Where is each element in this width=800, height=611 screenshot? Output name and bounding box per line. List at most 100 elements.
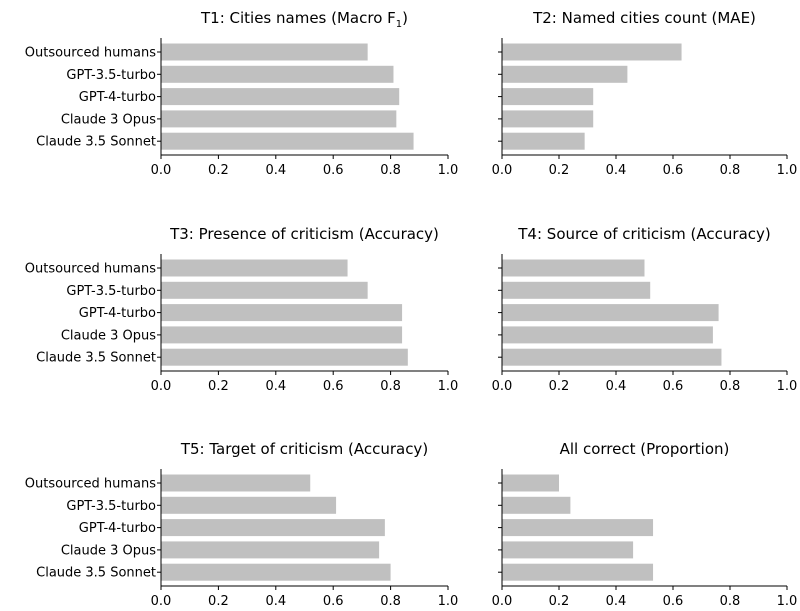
- chart-title-text: All correct (Proportion): [560, 440, 730, 458]
- x-tick-label: 0.4: [606, 379, 627, 394]
- x-tick-label: 0.6: [323, 594, 344, 609]
- x-tick-label: 0.2: [549, 163, 570, 178]
- x-tick-label: 0.4: [265, 379, 286, 394]
- bar-gpt-3-5-turbo: [502, 65, 628, 83]
- bar-claude-3-5-sonnet: [502, 563, 654, 581]
- chart-title: T1: Cities names (Macro F1): [200, 9, 408, 30]
- chart-title: All correct (Proportion): [560, 440, 730, 458]
- category-label: Outsourced humans: [25, 262, 156, 277]
- x-tick-label: 1.0: [438, 594, 459, 609]
- chart-title-text: T5: Target of criticism (Accuracy): [180, 440, 428, 458]
- x-tick-label: 0.2: [549, 379, 570, 394]
- category-label: Claude 3 Opus: [61, 543, 156, 558]
- bar-outsourced-humans: [161, 43, 368, 61]
- bar-claude-3-5-sonnet: [161, 563, 391, 581]
- category-label: Claude 3 Opus: [61, 328, 156, 343]
- chart-title-subscript: 1: [396, 19, 402, 30]
- category-label: Claude 3.5 Sonnet: [36, 566, 156, 581]
- chart-panel-5: T5: Target of criticism (Accuracy) Outsou…: [25, 440, 459, 609]
- x-tick-label: 0.6: [323, 379, 344, 394]
- category-label: GPT-3.5-turbo: [66, 68, 156, 83]
- chart-panel-4: T4: Source of criticism (Accuracy) 0.0 0.2…: [492, 225, 798, 394]
- x-tick-label: 0.4: [606, 163, 627, 178]
- x-tick-label: 0.8: [720, 163, 741, 178]
- x-tick-label: 0.4: [606, 594, 627, 609]
- bar-gpt-4-turbo: [502, 519, 654, 537]
- chart-panel-3: T3: Presence of criticism (Accuracy) Outs…: [25, 225, 459, 394]
- x-tick-label: 0.0: [492, 594, 513, 609]
- x-tick-label: 0.6: [663, 163, 684, 178]
- bar-gpt-3-5-turbo: [502, 496, 571, 514]
- x-tick-label: 0.0: [492, 379, 513, 394]
- x-tick-label: 0.6: [663, 594, 684, 609]
- x-tick-label: 0.0: [151, 594, 172, 609]
- x-tick-label: 0.8: [720, 379, 741, 394]
- bar-claude-3-opus: [502, 326, 713, 344]
- category-label: Claude 3 Opus: [61, 112, 156, 127]
- bar-outsourced-humans: [502, 259, 645, 277]
- x-tick-label: 1.0: [438, 379, 459, 394]
- x-tick-label: 0.0: [151, 379, 172, 394]
- bar-outsourced-humans: [161, 474, 311, 492]
- chart-title-text: T4: Source of criticism (Accuracy): [517, 225, 770, 243]
- bar-outsourced-humans: [161, 259, 348, 277]
- chart-panel-1: T1: Cities names (Macro F1) Outsourced hu…: [25, 9, 459, 178]
- x-tick-label: 0.6: [663, 379, 684, 394]
- bar-claude-3-5-sonnet: [502, 348, 722, 366]
- bar-claude-3-opus: [161, 541, 380, 559]
- chart-title: T2: Named cities count (MAE): [532, 9, 756, 27]
- category-label: Outsourced humans: [25, 46, 156, 61]
- chart-title: T5: Target of criticism (Accuracy): [180, 440, 428, 458]
- x-tick-label: 0.8: [720, 594, 741, 609]
- bar-gpt-4-turbo: [161, 304, 403, 322]
- bar-gpt-4-turbo: [502, 304, 719, 322]
- x-tick-label: 0.8: [380, 163, 401, 178]
- bar-claude-3-5-sonnet: [161, 348, 408, 366]
- chart-panel-6: All correct (Proportion) 0.0 0.2 0.4 0.6 0.8 1…: [492, 440, 798, 609]
- bar-outsourced-humans: [502, 474, 559, 492]
- x-tick-label: 0.2: [549, 594, 570, 609]
- bar-gpt-4-turbo: [161, 519, 385, 537]
- category-label: Outsourced humans: [25, 477, 156, 492]
- bar-claude-3-opus: [502, 541, 634, 559]
- bar-gpt-3-5-turbo: [502, 281, 651, 299]
- bar-gpt-3-5-turbo: [161, 496, 337, 514]
- x-tick-label: 0.2: [208, 163, 229, 178]
- x-tick-label: 0.4: [265, 163, 286, 178]
- bar-gpt-3-5-turbo: [161, 281, 368, 299]
- x-tick-label: 1.0: [777, 163, 798, 178]
- x-tick-label: 0.8: [380, 379, 401, 394]
- bar-claude-3-opus: [502, 110, 594, 128]
- category-label: GPT-3.5-turbo: [66, 284, 156, 299]
- chart-panel-2: T2: Named cities count (MAE) 0.0 0.2 0.4 0.6…: [492, 9, 798, 178]
- chart-title-text: T3: Presence of criticism (Accuracy): [169, 225, 439, 243]
- chart-title-text: T1: Cities names (Macro F: [200, 9, 396, 27]
- x-tick-label: 1.0: [777, 379, 798, 394]
- x-tick-label: 0.0: [492, 163, 513, 178]
- x-tick-label: 1.0: [438, 163, 459, 178]
- bar-gpt-4-turbo: [502, 88, 594, 106]
- bar-claude-3-opus: [161, 110, 397, 128]
- category-label: GPT-4-turbo: [79, 521, 156, 536]
- bar-gpt-4-turbo: [161, 88, 400, 106]
- x-tick-label: 0.6: [323, 163, 344, 178]
- bar-outsourced-humans: [502, 43, 682, 61]
- category-label: GPT-4-turbo: [79, 90, 156, 105]
- x-tick-label: 1.0: [777, 594, 798, 609]
- x-tick-label: 0.8: [380, 594, 401, 609]
- category-label: Claude 3.5 Sonnet: [36, 135, 156, 150]
- x-tick-label: 0.0: [151, 163, 172, 178]
- bar-gpt-3-5-turbo: [161, 65, 394, 83]
- chart-title-suffix: ): [402, 9, 408, 27]
- x-tick-label: 0.2: [208, 594, 229, 609]
- bar-claude-3-5-sonnet: [502, 132, 585, 150]
- x-tick-label: 0.2: [208, 379, 229, 394]
- x-tick-label: 0.4: [265, 594, 286, 609]
- chart-title: T3: Presence of criticism (Accuracy): [169, 225, 439, 243]
- bar-claude-3-5-sonnet: [161, 132, 414, 150]
- chart-title: T4: Source of criticism (Accuracy): [517, 225, 770, 243]
- category-label: Claude 3.5 Sonnet: [36, 351, 156, 366]
- chart-title-text: T2: Named cities count (MAE): [532, 9, 756, 27]
- category-label: GPT-4-turbo: [79, 306, 156, 321]
